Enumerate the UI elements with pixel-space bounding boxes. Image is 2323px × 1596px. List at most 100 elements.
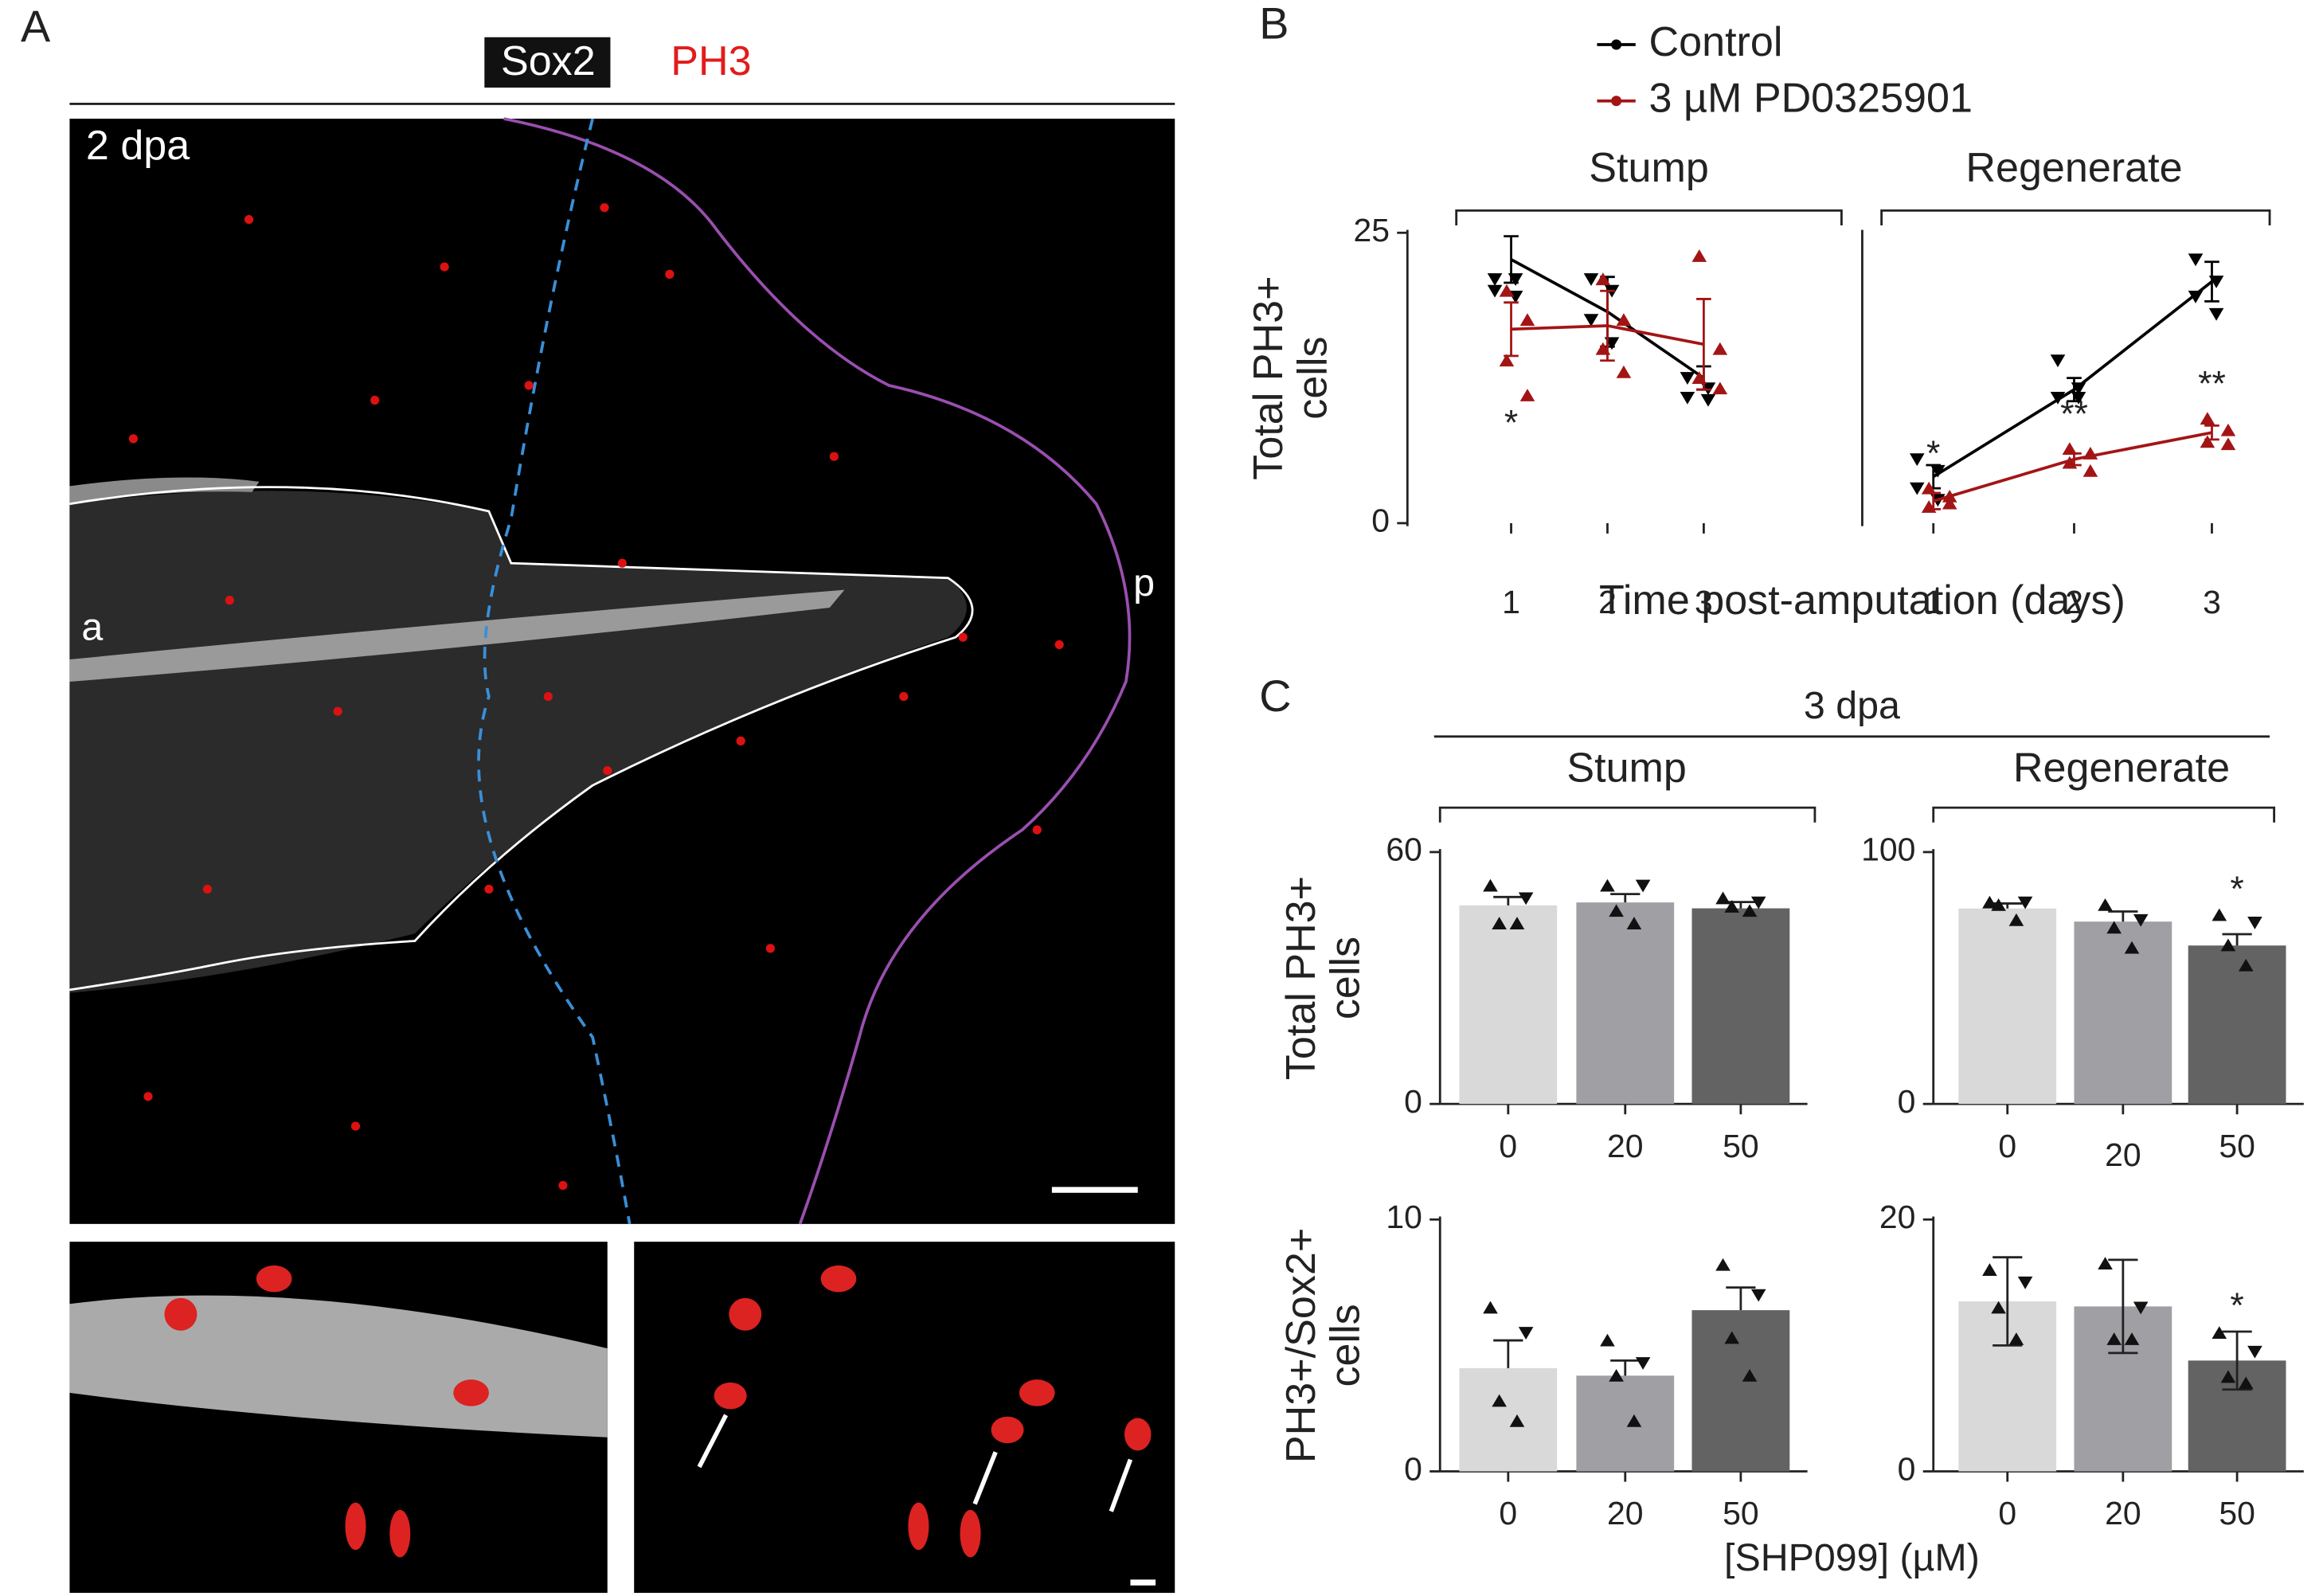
data-point [2124,941,2140,954]
error-bar [2067,377,2082,403]
error-bar [2067,452,2082,467]
timepoint-label: 2 dpa [86,123,190,169]
y-tick-label: 20 [1879,1199,1916,1235]
data-point [1635,1357,1651,1370]
error-bar [1926,491,1942,510]
data-point [1509,1414,1525,1427]
data-point [1715,1258,1731,1271]
significance: * [2230,870,2243,909]
x-tick-label: 1 [1502,584,1520,620]
x-tick-label: 0 [1499,1495,1517,1531]
data-point [2124,1332,2140,1345]
bar [1459,905,1558,1105]
data-point [2238,1376,2254,1390]
error-bar [1493,895,1523,906]
bar [1958,908,2057,1105]
group-title: Regenerate [2013,745,2230,791]
orientation-label: p [1133,561,1155,604]
data-point [2008,913,2024,926]
bar [1576,902,1675,1105]
data-point [1712,381,1728,395]
data-point [1909,482,1925,495]
data-point [1715,891,1731,905]
x-tick-label: 2 [2065,584,2083,620]
data-point [1724,1331,1740,1344]
data-point [2208,307,2224,321]
data-point [1982,1263,1997,1276]
y-axis-label: cells [1290,337,1336,420]
data-point [2050,354,2066,368]
x-tick-label: 3 [1695,584,1713,620]
bar [2074,921,2172,1105]
data-point [1991,1301,2006,1314]
y-axis-label: PH3+/Sox2+ [1278,1228,1324,1463]
x-tick-label: 3 [2203,584,2221,620]
data-point [1595,272,1611,286]
group-header: 3 dpa [1804,684,1900,727]
data-point [1492,917,1507,929]
data-point [1700,393,1716,407]
error-bar [1726,1286,1756,1311]
data-point [2212,1326,2227,1340]
data-point [2200,412,2215,425]
error-bar [1504,301,1519,358]
data-point [1680,372,1695,385]
data-point [1909,453,1925,467]
data-point [1487,284,1503,298]
data-point [2220,423,2236,436]
error-bar [1696,298,1711,391]
label-box [484,37,611,88]
data-point [1750,896,1766,909]
x-tick-label: 0 [1998,1128,2016,1164]
data-point [1518,1327,1534,1340]
error-bar [2204,424,2219,441]
data-point [1483,1301,1498,1314]
y-tick-label: 0 [1898,1083,1916,1120]
y-tick-label: 0 [1898,1450,1916,1487]
data-point [1635,879,1651,893]
legend-marker [1611,39,1622,50]
legend-label: 3 µM PD0325901 [1649,75,1973,121]
x-tick-label: 50 [2219,1495,2255,1531]
data-point [2017,896,2033,909]
data-point [2238,958,2254,972]
x-tick-label: 1 [1924,584,1942,620]
error-bar [1610,1359,1641,1376]
data-point [1616,365,1632,378]
data-point [2133,1301,2149,1315]
bar [2188,945,2286,1105]
bar [1691,1310,1790,1472]
data-point [2200,435,2215,448]
bracket [1438,806,1817,823]
x-tick-label: 50 [1723,1128,1759,1164]
bracket [1455,209,1843,225]
y-axis-label: cells [1323,937,1369,1019]
data-point [1492,1394,1507,1407]
data-point [1519,389,1535,401]
data-point [1499,284,1515,297]
y-axis-label: Total PH3+ [1246,276,1292,479]
significance: * [1504,403,1518,442]
significance: ** [2198,365,2226,404]
data-point [1600,1333,1615,1347]
group-title: Stump [1566,745,1687,791]
error-bar [1993,1256,2023,1347]
data-point [2247,917,2262,929]
data-point [1691,249,1707,262]
error-bar [1600,289,1615,362]
group-title: Stump [1589,145,1709,191]
data-point [1991,898,2006,911]
data-point [1712,342,1728,355]
y-axis-label: cells [1323,1304,1369,1387]
data-point [2098,898,2113,911]
bar [1459,1367,1558,1472]
y-tick-label: 60 [1386,831,1422,868]
significance: ** [2060,394,2088,433]
error-bar [2222,1330,2252,1391]
bar [1576,1375,1675,1472]
data-point [1750,1289,1766,1302]
bracket [1932,806,2276,823]
panel-label: B [1259,0,1289,48]
